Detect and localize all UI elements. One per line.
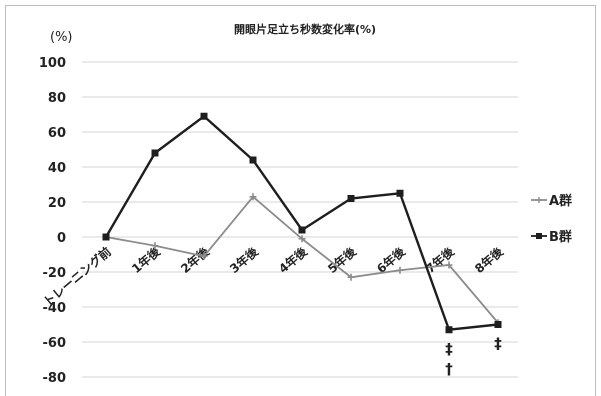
data-point <box>445 326 453 334</box>
y-tick-label: -60 <box>43 336 67 351</box>
data-point <box>200 252 208 260</box>
data-point <box>298 235 306 243</box>
data-point <box>494 321 502 328</box>
legend: A群 B群 <box>531 193 572 245</box>
legend-marker <box>536 197 542 203</box>
y-tick-label: -40 <box>43 301 67 316</box>
data-point <box>151 149 159 157</box>
series-group <box>102 112 502 334</box>
y-tick-label: 80 <box>48 91 66 106</box>
y-tick-label: 100 <box>39 56 66 71</box>
chart-title: 開眼片足立ち秒数変化率(%) <box>234 22 376 36</box>
legend-label: B群 <box>549 229 572 245</box>
gridlines <box>82 61 518 378</box>
x-tick-label: 3年後 <box>226 243 261 276</box>
data-point <box>347 195 355 202</box>
data-point <box>102 233 110 241</box>
y-tick-label: 60 <box>48 126 66 141</box>
y-axis-unit: (%) <box>50 30 73 45</box>
y-tick-label: -20 <box>43 266 67 281</box>
y-tick-label: 20 <box>48 196 66 211</box>
data-point <box>298 226 306 234</box>
data-point <box>249 156 257 164</box>
data-point <box>396 189 404 197</box>
significance-mark: † <box>445 360 453 378</box>
x-tick-label: 8年後 <box>471 243 506 276</box>
x-tick-label: 4年後 <box>275 243 310 276</box>
significance-mark: ‡ <box>445 340 453 358</box>
x-axis-ticks: トレーニング前 1年後 2年後 3年後 4年後 5年後 6年後 7年後 8年後 <box>40 243 507 309</box>
x-tick-label: 1年後 <box>128 243 163 276</box>
significance-mark: ‡ <box>494 335 502 353</box>
annotations: ‡ † ‡ <box>445 335 502 378</box>
chart-frame <box>5 5 596 396</box>
x-tick-label: 2年後 <box>177 243 212 276</box>
series-line <box>104 114 499 332</box>
data-point <box>445 261 453 269</box>
y-tick-label: 0 <box>57 231 66 246</box>
y-tick-label: 40 <box>48 161 66 176</box>
y-tick-label: -80 <box>43 371 67 386</box>
legend-marker <box>536 233 542 239</box>
data-point <box>200 112 208 120</box>
legend-label: A群 <box>549 193 572 209</box>
data-point <box>249 193 257 201</box>
data-point <box>347 273 355 281</box>
data-point <box>396 266 404 274</box>
y-axis-ticks: 100 80 60 40 20 0 -20 -40 -60 -80 <box>39 56 66 386</box>
data-point <box>151 242 159 250</box>
